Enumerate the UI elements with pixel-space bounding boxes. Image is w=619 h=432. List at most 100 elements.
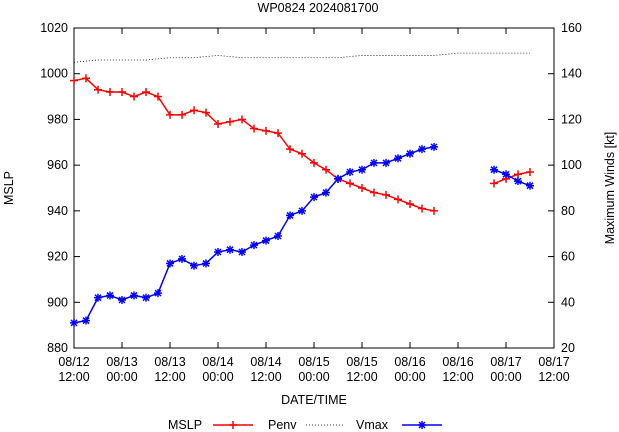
x-tick-label-date: 08/16	[394, 355, 425, 369]
data-point	[382, 190, 390, 199]
data-point	[322, 188, 330, 197]
data-point	[94, 85, 102, 94]
data-point	[286, 145, 294, 154]
legend-title: MSLP	[168, 418, 202, 432]
data-point	[418, 204, 426, 213]
y-tick-label: 940	[47, 204, 68, 218]
data-point	[406, 149, 414, 158]
x-tick-label-time: 12:00	[154, 370, 185, 384]
marker-stroke	[214, 248, 222, 256]
data-point	[190, 106, 198, 115]
marker-stroke	[202, 259, 210, 267]
series-vmax	[70, 142, 534, 327]
data-point	[346, 179, 354, 188]
y2-tick-label: 160	[561, 21, 582, 35]
marker-stroke	[262, 237, 270, 245]
series-layer	[70, 52, 534, 327]
y-tick-label: 920	[47, 250, 68, 264]
data-point	[106, 88, 114, 96]
y2-tick-label: 20	[561, 341, 575, 355]
x-tick-label-time: 12:00	[538, 370, 569, 384]
data-point	[250, 241, 258, 250]
data-point	[274, 129, 282, 138]
axis-ticks	[73, 27, 555, 349]
data-point	[298, 206, 306, 215]
y2-tick-label: 60	[561, 250, 575, 264]
data-point	[286, 211, 294, 220]
data-point	[202, 259, 210, 268]
marker-stroke	[250, 241, 258, 249]
marker-stroke	[310, 193, 318, 201]
x-tick-label-date: 08/16	[442, 355, 473, 369]
marker-stroke	[286, 211, 294, 219]
y-tick-label: 1020	[40, 21, 68, 35]
marker-stroke	[106, 291, 114, 299]
x-tick-label-date: 08/13	[106, 355, 137, 369]
x-tick-label-time: 12:00	[442, 370, 473, 384]
data-point	[322, 165, 330, 174]
y-tick-label: 960	[47, 158, 68, 172]
x-tick-label-time: 00:00	[202, 370, 233, 384]
x-tick-labels: 08/1212:0008/1300:0008/1312:0008/1400:00…	[58, 355, 569, 384]
data-point	[130, 92, 138, 101]
data-point	[70, 318, 78, 327]
legend-marker	[418, 421, 426, 429]
data-point	[70, 76, 78, 85]
y-tick-label: 880	[47, 341, 68, 355]
data-point	[250, 124, 258, 133]
x-tick-label-date: 08/12	[58, 355, 89, 369]
data-point	[262, 236, 270, 245]
x-axis-label: DATE/TIME	[281, 393, 347, 407]
marker-stroke	[94, 294, 102, 302]
marker-stroke	[178, 255, 186, 263]
x-tick-label-date: 08/15	[346, 355, 377, 369]
data-point	[130, 291, 138, 300]
data-point	[166, 259, 174, 268]
data-point	[490, 165, 498, 174]
marker-stroke	[406, 150, 414, 158]
marker-stroke	[514, 177, 522, 185]
y2-tick-label: 100	[561, 158, 582, 172]
legend-marker	[229, 421, 237, 429]
data-point	[262, 126, 270, 135]
marker-stroke	[418, 421, 426, 429]
data-point	[214, 248, 222, 256]
data-point	[490, 179, 498, 188]
data-point	[382, 158, 390, 167]
data-point	[142, 293, 150, 302]
data-point	[430, 142, 438, 151]
marker-stroke	[418, 145, 426, 153]
marker-stroke	[142, 294, 150, 302]
legend-vmax-swatch	[402, 421, 442, 429]
data-point	[178, 110, 186, 119]
marker-stroke	[334, 175, 342, 183]
data-point	[154, 92, 162, 101]
x-tick-label-time: 12:00	[250, 370, 281, 384]
marker-stroke	[130, 291, 138, 299]
series-line	[73, 52, 530, 63]
data-point	[310, 158, 318, 167]
marker-stroke	[70, 319, 78, 327]
data-point	[118, 88, 126, 96]
marker-stroke	[322, 189, 330, 197]
x-tick-label-time: 00:00	[106, 370, 137, 384]
data-point	[142, 88, 150, 96]
x-tick-label-time: 00:00	[394, 370, 425, 384]
x-tick-label-date: 08/14	[202, 355, 233, 369]
marker-stroke	[430, 143, 438, 151]
marker-stroke	[274, 232, 282, 240]
y2-tick-label: 140	[561, 67, 582, 81]
data-point	[334, 174, 342, 183]
data-point	[106, 291, 114, 300]
series-line	[493, 169, 531, 187]
y-tick-label: 900	[47, 295, 68, 309]
data-point	[298, 149, 306, 158]
data-point	[82, 74, 90, 83]
x-tick-label-date: 08/13	[154, 355, 185, 369]
data-point	[346, 168, 354, 176]
data-point	[238, 248, 246, 256]
data-point	[514, 170, 522, 179]
marker-stroke	[490, 166, 498, 174]
data-point	[514, 177, 522, 186]
x-tick-label-time: 00:00	[490, 370, 521, 384]
